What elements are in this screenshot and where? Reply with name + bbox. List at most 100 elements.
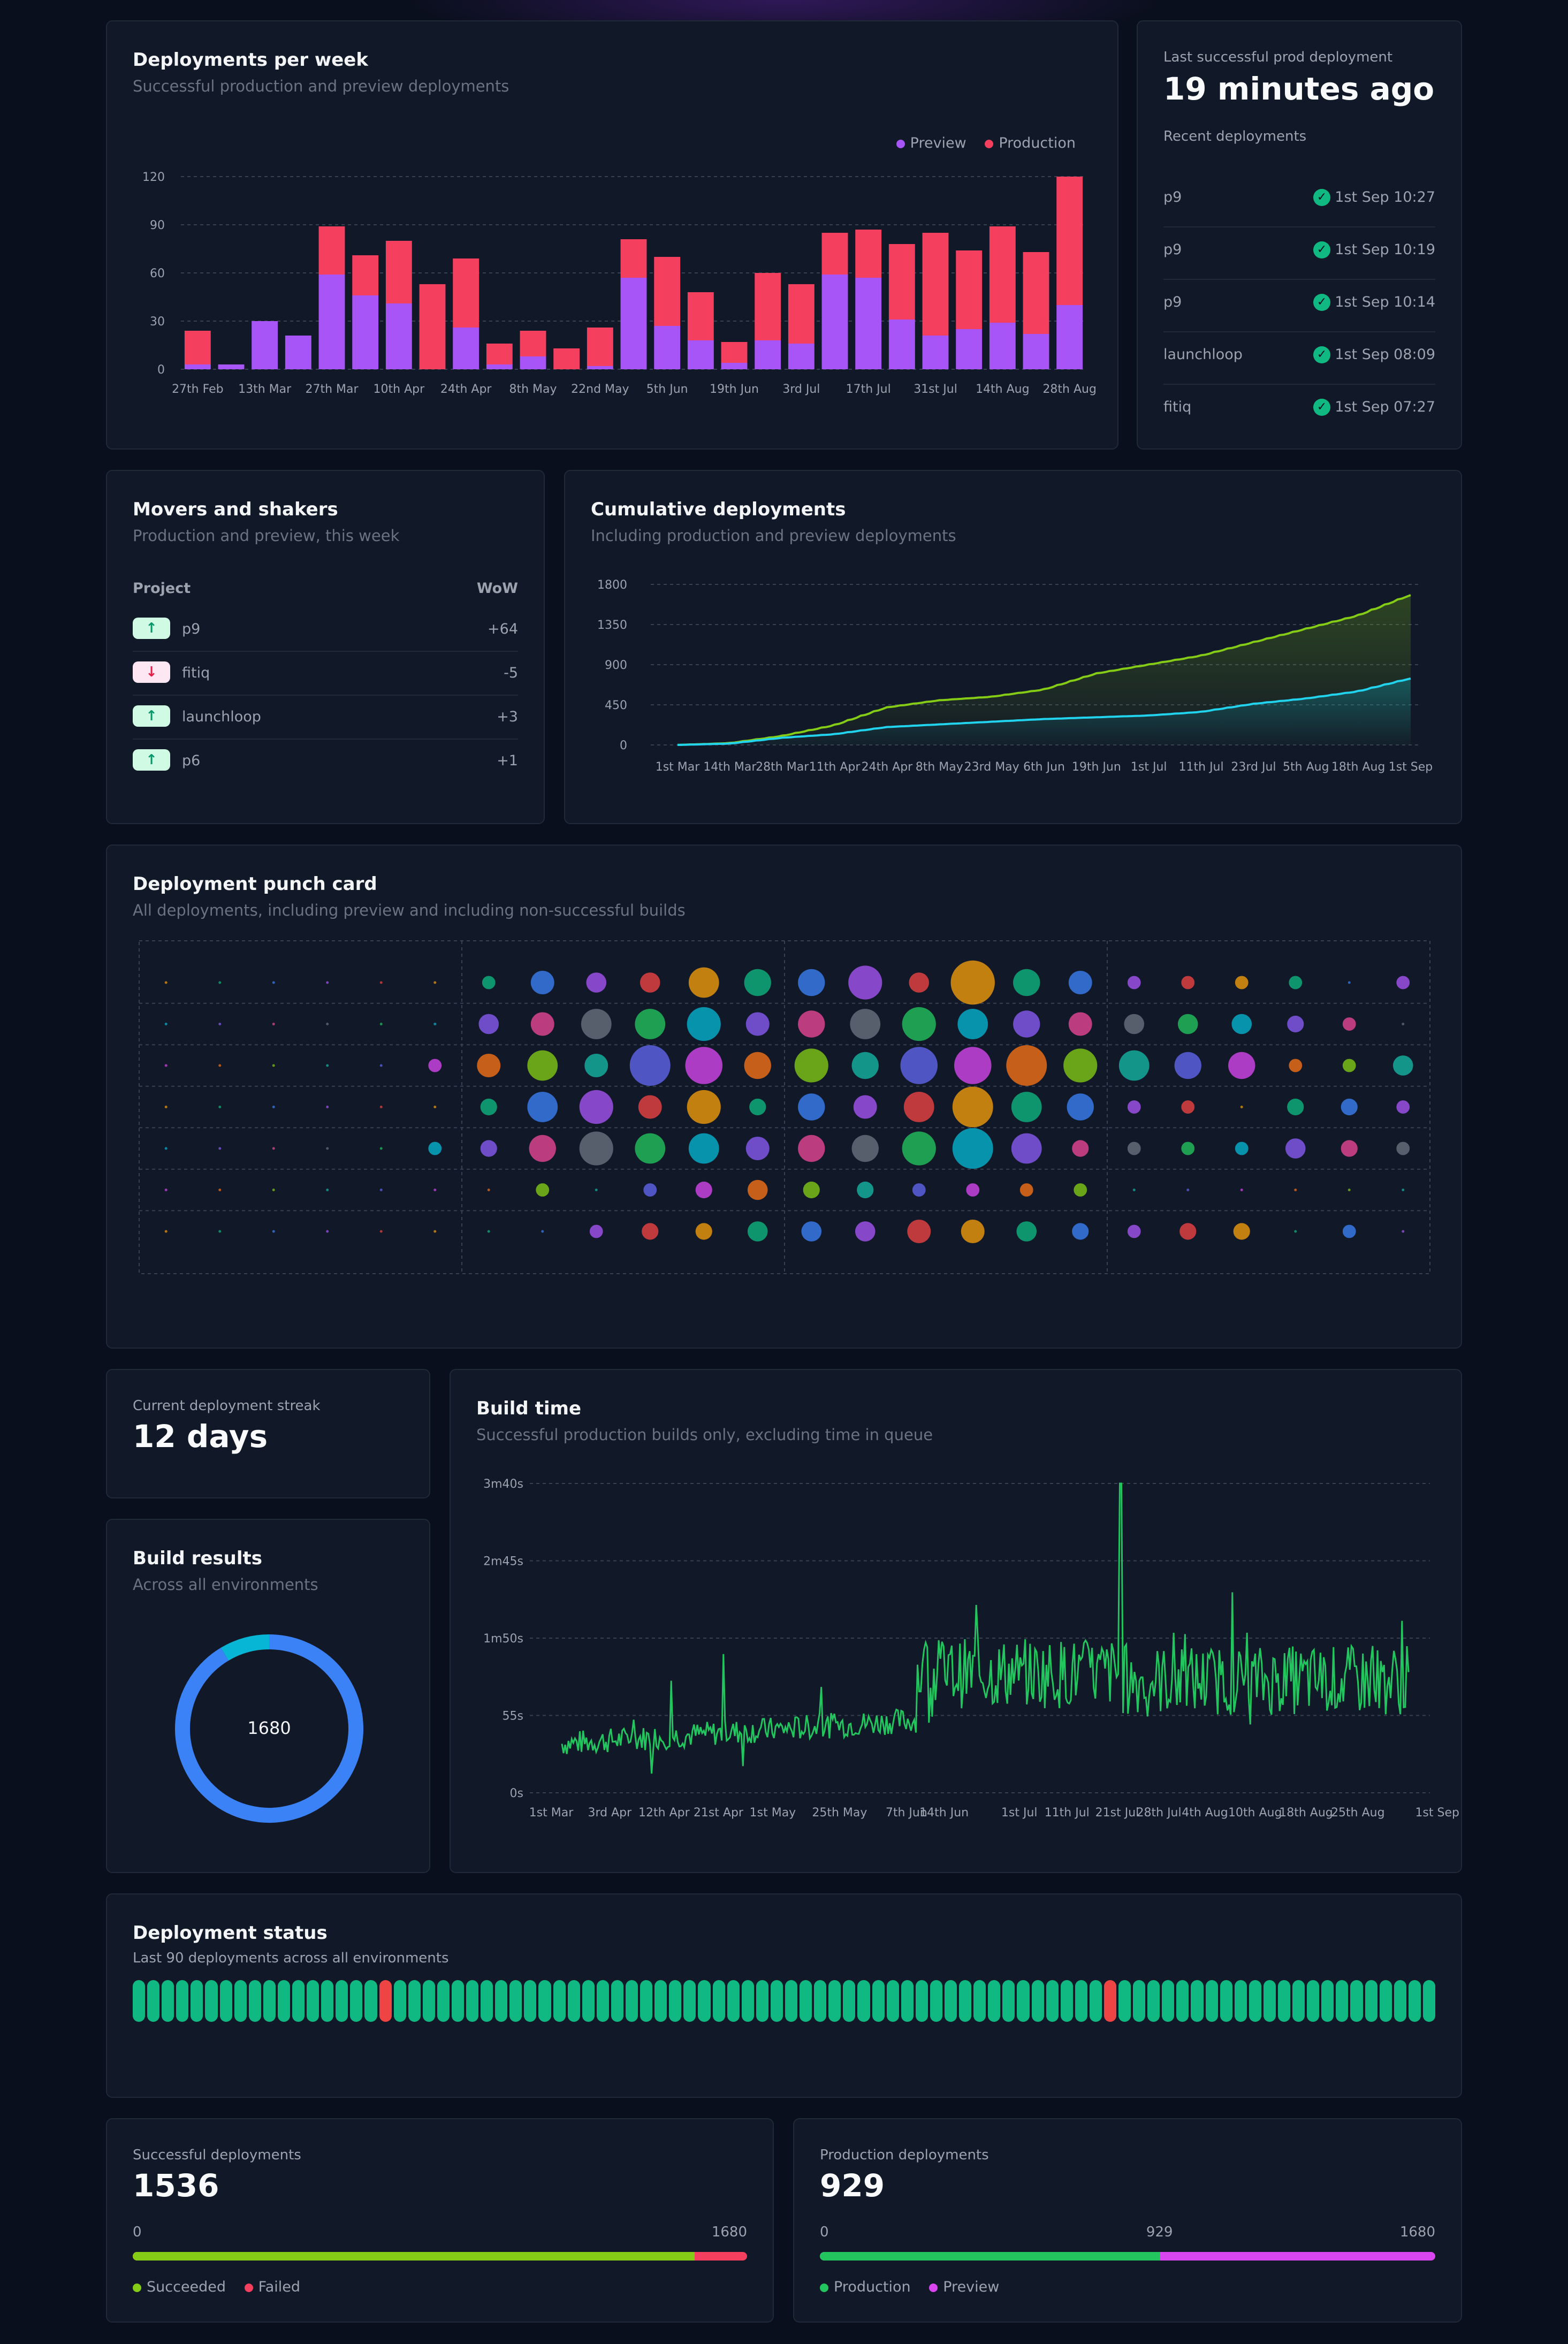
- status-bar-succeeded[interactable]: [596, 1980, 609, 2022]
- status-bar-succeeded[interactable]: [437, 1980, 450, 2022]
- status-bar-succeeded[interactable]: [654, 1980, 667, 2022]
- status-bar-succeeded[interactable]: [1031, 1980, 1044, 2022]
- status-bar-succeeded[interactable]: [451, 1980, 465, 2022]
- status-bar-succeeded[interactable]: [1234, 1980, 1247, 2022]
- mover-row[interactable]: ↑ launchloop +3: [133, 695, 518, 739]
- status-bar-succeeded[interactable]: [814, 1980, 827, 2022]
- status-bar-succeeded[interactable]: [147, 1980, 160, 2022]
- status-bar-succeeded[interactable]: [828, 1980, 841, 2022]
- recent-deployment-row[interactable]: p9 ✓ 1st Sep 10:19: [1163, 226, 1435, 279]
- status-bar-succeeded[interactable]: [538, 1980, 551, 2022]
- status-bar-succeeded[interactable]: [1350, 1980, 1363, 2022]
- status-bar-succeeded[interactable]: [973, 1980, 986, 2022]
- status-bar-succeeded[interactable]: [234, 1980, 247, 2022]
- recent-deployment-row[interactable]: fitiq ✓ 1st Sep 07:27: [1163, 384, 1435, 436]
- status-bar-succeeded[interactable]: [133, 1980, 146, 2022]
- status-bar-succeeded[interactable]: [930, 1980, 942, 2022]
- status-bar-succeeded[interactable]: [553, 1980, 566, 2022]
- status-bar-succeeded[interactable]: [1278, 1980, 1291, 2022]
- status-bar-succeeded[interactable]: [567, 1980, 580, 2022]
- status-bar-succeeded[interactable]: [1365, 1980, 1377, 2022]
- recent-deployment-row[interactable]: p9 ✓ 1st Sep 10:14: [1163, 279, 1435, 331]
- status-bar-failed[interactable]: [379, 1980, 392, 2022]
- status-bar-succeeded[interactable]: [626, 1980, 638, 2022]
- status-bar-succeeded[interactable]: [1118, 1980, 1131, 2022]
- status-bar-succeeded[interactable]: [1394, 1980, 1406, 2022]
- status-bar-succeeded[interactable]: [857, 1980, 870, 2022]
- status-bar-succeeded[interactable]: [1408, 1980, 1421, 2022]
- status-bar-succeeded[interactable]: [712, 1980, 725, 2022]
- status-bar-succeeded[interactable]: [741, 1980, 754, 2022]
- status-bar-succeeded[interactable]: [901, 1980, 914, 2022]
- status-bar-succeeded[interactable]: [1336, 1980, 1349, 2022]
- status-bar-succeeded[interactable]: [263, 1980, 276, 2022]
- mover-row[interactable]: ↓ fitiq -5: [133, 651, 518, 695]
- status-bar-succeeded[interactable]: [582, 1980, 595, 2022]
- status-bar-succeeded[interactable]: [669, 1980, 682, 2022]
- status-bar-succeeded[interactable]: [176, 1980, 189, 2022]
- status-bar-succeeded[interactable]: [683, 1980, 696, 2022]
- status-bar-succeeded[interactable]: [640, 1980, 653, 2022]
- status-bar-succeeded[interactable]: [336, 1980, 348, 2022]
- status-bar-succeeded[interactable]: [1089, 1980, 1102, 2022]
- status-bar-succeeded[interactable]: [698, 1980, 711, 2022]
- status-bar-succeeded[interactable]: [466, 1980, 479, 2022]
- status-bar-succeeded[interactable]: [277, 1980, 290, 2022]
- status-bar-succeeded[interactable]: [611, 1980, 623, 2022]
- status-bar-succeeded[interactable]: [1307, 1980, 1320, 2022]
- status-bar-succeeded[interactable]: [162, 1980, 174, 2022]
- status-bar-succeeded[interactable]: [481, 1980, 493, 2022]
- status-bar-succeeded[interactable]: [495, 1980, 508, 2022]
- status-bar-succeeded[interactable]: [1220, 1980, 1232, 2022]
- status-bar-succeeded[interactable]: [350, 1980, 363, 2022]
- mover-row[interactable]: ↑ p6 +1: [133, 739, 518, 782]
- status-bar-succeeded[interactable]: [1379, 1980, 1392, 2022]
- status-bar-succeeded[interactable]: [408, 1980, 421, 2022]
- status-bar-succeeded[interactable]: [524, 1980, 537, 2022]
- status-bar-succeeded[interactable]: [1292, 1980, 1305, 2022]
- mover-row[interactable]: ↑ p9 +64: [133, 607, 518, 651]
- status-bar-succeeded[interactable]: [1075, 1980, 1087, 2022]
- status-bar-succeeded[interactable]: [219, 1980, 232, 2022]
- recent-deployment-row[interactable]: p9 ✓ 1st Sep 10:27: [1163, 174, 1435, 226]
- status-bar-succeeded[interactable]: [364, 1980, 377, 2022]
- status-bar-succeeded[interactable]: [307, 1980, 319, 2022]
- status-bar-succeeded[interactable]: [1191, 1980, 1204, 2022]
- status-bar-succeeded[interactable]: [1017, 1980, 1030, 2022]
- status-bar-succeeded[interactable]: [1147, 1980, 1160, 2022]
- status-bar-succeeded[interactable]: [422, 1980, 435, 2022]
- status-bar-succeeded[interactable]: [872, 1980, 885, 2022]
- status-bar-succeeded[interactable]: [1205, 1980, 1218, 2022]
- status-bar-succeeded[interactable]: [843, 1980, 856, 2022]
- status-bar-succeeded[interactable]: [785, 1980, 798, 2022]
- status-bar-succeeded[interactable]: [944, 1980, 957, 2022]
- recent-deployment-row[interactable]: launchloop ✓ 1st Sep 08:09: [1163, 331, 1435, 384]
- status-bar-succeeded[interactable]: [1060, 1980, 1073, 2022]
- status-bar-succeeded[interactable]: [1133, 1980, 1146, 2022]
- movers-card: Movers and shakers Production and previe…: [106, 470, 545, 824]
- status-bar-succeeded[interactable]: [1263, 1980, 1276, 2022]
- status-bar-succeeded[interactable]: [248, 1980, 261, 2022]
- status-bar-succeeded[interactable]: [321, 1980, 334, 2022]
- status-bar-succeeded[interactable]: [988, 1980, 1001, 2022]
- status-bar-succeeded[interactable]: [1046, 1980, 1059, 2022]
- status-bar-succeeded[interactable]: [770, 1980, 783, 2022]
- status-bar-succeeded[interactable]: [756, 1980, 768, 2022]
- status-bar-succeeded[interactable]: [915, 1980, 928, 2022]
- status-bar-failed[interactable]: [1103, 1980, 1117, 2022]
- status-bar-succeeded[interactable]: [1002, 1980, 1015, 2022]
- status-bar-succeeded[interactable]: [886, 1980, 899, 2022]
- status-bar-succeeded[interactable]: [800, 1980, 812, 2022]
- status-bar-succeeded[interactable]: [1176, 1980, 1189, 2022]
- status-bar-succeeded[interactable]: [205, 1980, 218, 2022]
- status-bar-succeeded[interactable]: [393, 1980, 406, 2022]
- status-bar-succeeded[interactable]: [1162, 1980, 1175, 2022]
- status-bar-succeeded[interactable]: [509, 1980, 522, 2022]
- status-bar-succeeded[interactable]: [959, 1980, 972, 2022]
- status-bar-succeeded[interactable]: [1422, 1980, 1435, 2022]
- status-bar-succeeded[interactable]: [191, 1980, 203, 2022]
- status-bar-succeeded[interactable]: [727, 1980, 740, 2022]
- status-bar-succeeded[interactable]: [1249, 1980, 1261, 2022]
- status-bar-succeeded[interactable]: [292, 1980, 305, 2022]
- status-bar-succeeded[interactable]: [1321, 1980, 1334, 2022]
